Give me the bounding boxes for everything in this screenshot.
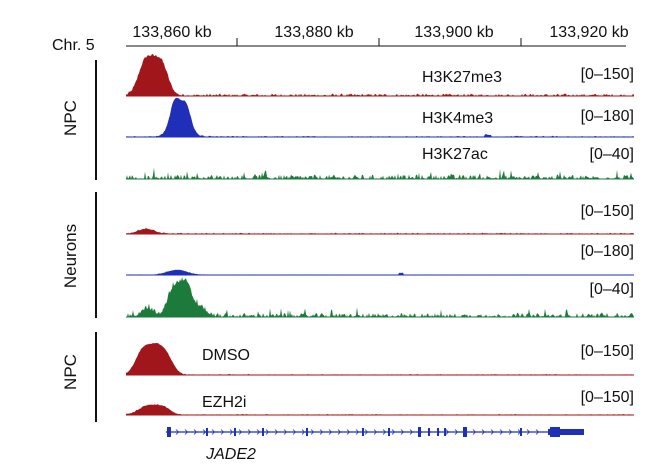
strand-arrow — [175, 429, 180, 435]
strand-arrow — [472, 429, 477, 435]
gene-exon — [306, 428, 308, 436]
strand-arrow — [301, 429, 306, 435]
strand-arrow — [328, 429, 333, 435]
gene-exon — [437, 428, 439, 436]
track-mark-label: H3K27ac — [422, 146, 488, 163]
track-range-label: [0–40] — [590, 146, 634, 163]
track-mark-label: DMSO — [202, 347, 250, 364]
signal-track-h3k4me3 — [126, 269, 634, 275]
gene-exons — [167, 427, 584, 437]
track-h3k4me3-neurons: [0–180] — [126, 243, 634, 276]
coordinate-label: 133,880 kb — [274, 24, 353, 41]
strand-arrow — [337, 429, 342, 435]
strand-arrow — [319, 429, 324, 435]
coordinate-label: 133,860 kb — [132, 24, 211, 41]
strand-arrow — [220, 429, 225, 435]
gene-exon — [428, 428, 430, 436]
signal-track-h3k27me3 — [126, 227, 634, 234]
gene-exon — [262, 428, 264, 436]
group-label-neurons: Neurons — [61, 224, 80, 288]
track-h3k27ac-npc: H3K27ac [0–40] — [126, 146, 634, 180]
gene-exon — [520, 428, 522, 436]
strand-arrow — [211, 429, 216, 435]
gene-exon — [418, 427, 421, 437]
track-range-label: [0–150] — [581, 389, 634, 406]
gene-exon — [167, 427, 171, 437]
strand-arrow — [391, 429, 396, 435]
track-mark-label: H3K4me3 — [422, 110, 493, 127]
track-dmso: DMSO [0–150] — [126, 342, 634, 376]
track-mark-label: EZH2i — [202, 394, 246, 411]
group-label-npc: NPC — [61, 100, 80, 136]
gene-exon — [548, 429, 584, 435]
strand-arrow — [373, 429, 378, 435]
gene-exon — [463, 427, 467, 437]
strand-arrow — [490, 429, 495, 435]
gene-exon — [550, 427, 560, 437]
track-range-label: [0–180] — [581, 108, 634, 125]
strand-arrow — [400, 429, 405, 435]
strand-arrow — [499, 429, 504, 435]
strand-arrow — [247, 429, 252, 435]
track-h3k27ac-neurons: [0–40] — [126, 277, 634, 318]
track-range-label: [0–150] — [581, 203, 634, 220]
gene-name-label: JADE2 — [205, 446, 256, 463]
strand-arrow — [526, 429, 531, 435]
track-range-label: [0–40] — [590, 281, 634, 298]
gene-exon — [388, 428, 390, 436]
track-range-label: [0–150] — [581, 343, 634, 360]
group-label-npc-treatment: NPC — [61, 354, 80, 390]
strand-arrow — [454, 429, 459, 435]
gene-exon — [234, 428, 236, 436]
gene-exon — [206, 428, 208, 436]
strand-arrow — [409, 429, 414, 435]
strand-arrow — [184, 429, 189, 435]
strand-arrow — [238, 429, 243, 435]
coordinate-label: 133,900 kb — [414, 24, 493, 41]
strand-arrow — [364, 429, 369, 435]
strand-arrow — [382, 429, 387, 435]
track-range-label: [0–150] — [581, 66, 634, 83]
coordinate-label: 133,920 kb — [549, 24, 628, 41]
signal-track-dmso — [126, 342, 634, 375]
strand-arrow — [202, 429, 207, 435]
strand-arrow — [535, 429, 540, 435]
track-h3k27me3-neurons: [0–150] — [126, 203, 634, 235]
strand-arrow — [292, 429, 297, 435]
strand-arrow — [445, 429, 450, 435]
track-mark-label: H3K27me3 — [422, 69, 502, 86]
signal-track-ezh2i — [126, 404, 634, 415]
coordinate-ruler: Chr. 5 133,860 kb 133,880 kb 133,900 kb … — [52, 24, 629, 54]
strand-arrow — [310, 429, 315, 435]
strand-arrow — [508, 429, 513, 435]
signal-track-h3k27ac — [126, 277, 634, 317]
chromosome-label: Chr. 5 — [52, 37, 95, 54]
signal-track-h3k27me3 — [126, 54, 634, 96]
strand-arrow — [355, 429, 360, 435]
track-h3k27me3-npc: H3K27me3 [0–150] — [126, 54, 634, 97]
strand-arrow — [256, 429, 261, 435]
strand-arrow — [265, 429, 270, 435]
gene-model-jade2: JADE2 — [166, 427, 584, 463]
strand-arrow — [274, 429, 279, 435]
gene-exon — [444, 428, 446, 436]
track-range-label: [0–180] — [581, 243, 634, 260]
track-h3k4me3-npc: H3K4me3 [0–180] — [126, 97, 634, 138]
strand-arrow — [193, 429, 198, 435]
group-brackets: NPC Neurons NPC — [61, 60, 97, 422]
strand-arrow — [346, 429, 351, 435]
track-ezh2i: EZH2i [0–150] — [126, 389, 634, 416]
strand-arrow — [283, 429, 288, 435]
strand-arrow — [229, 429, 234, 435]
gene-exon — [362, 428, 364, 436]
signal-track-h3k27ac — [126, 167, 634, 179]
signal-track-h3k4me3 — [126, 97, 634, 137]
strand-arrow — [481, 429, 486, 435]
